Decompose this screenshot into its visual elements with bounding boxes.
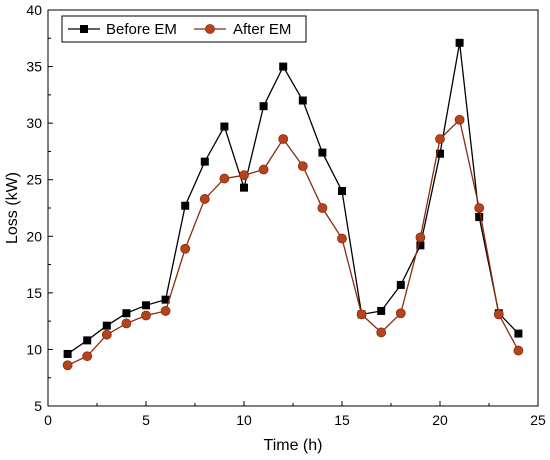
data-point-after-em [474,203,485,213]
y-axis-label: Loss (kW) [4,172,21,244]
data-point-before-em [318,148,327,157]
y-tick-label: 5 [34,398,42,414]
data-point-before-em [416,241,425,250]
x-tick-label: 25 [530,412,546,428]
data-point-after-em [337,233,347,244]
y-tick-label: 15 [26,285,42,301]
x-tick-label: 5 [142,412,150,428]
data-point-after-em [258,164,269,175]
y-tick-label: 10 [26,341,42,357]
data-point-before-em [240,183,248,192]
data-point-after-em [160,306,171,316]
data-point-before-em [220,122,229,131]
data-point-before-em [436,149,444,158]
x-axis-label: Time (h) [264,437,323,454]
data-point-before-em [279,62,288,71]
data-point-before-em [83,336,92,345]
data-point-before-em [102,321,111,330]
series-line-before-em [67,42,519,355]
data-point-after-em [317,203,328,213]
series-layer [62,38,524,371]
y-tick-label: 30 [26,115,42,131]
series-after-em [62,114,524,371]
data-point-after-em [239,170,249,181]
legend-box [61,15,307,43]
data-point-after-em [101,329,112,340]
data-point-after-em [454,114,465,125]
data-point-before-em [298,96,307,105]
data-point-before-em [142,301,150,310]
data-point-after-em [356,309,367,320]
plot-frame [47,9,539,407]
data-point-after-em [297,161,308,172]
data-point-after-em [219,173,230,184]
data-point-before-em [161,295,170,304]
legend-marker-after [205,24,215,34]
data-point-before-em [63,349,72,358]
data-point-after-em [141,310,151,321]
data-point-before-em [396,280,405,289]
data-point-before-em [475,213,484,222]
y-tick-label: 20 [26,228,42,244]
series-before-em [63,38,523,358]
data-point-before-em [200,157,209,166]
legend-marker-before [80,25,88,33]
data-point-after-em [513,345,524,356]
data-point-after-em [180,243,191,254]
x-tick-label: 0 [44,412,52,428]
y-tick-label: 40 [26,2,42,18]
data-point-before-em [181,201,190,210]
y-tick-label: 25 [26,172,42,188]
data-point-after-em [82,351,93,362]
legend: Before EM After EM [61,15,307,43]
data-point-after-em [493,309,504,320]
data-point-before-em [455,38,464,47]
legend-label-before: Before EM [106,21,177,38]
data-point-before-em [122,309,131,318]
y-tick-label: 35 [26,59,42,75]
data-point-after-em [395,308,406,319]
data-point-after-em [121,318,132,329]
data-point-after-em [278,134,289,144]
data-point-after-em [62,360,73,371]
data-point-after-em [199,194,210,204]
x-tick-label: 20 [432,412,448,428]
data-point-before-em [338,187,346,196]
data-point-after-em [435,134,445,144]
data-point-before-em [514,329,523,338]
series-line-after-em [67,118,519,366]
data-point-after-em [415,232,426,243]
data-point-after-em [376,327,387,338]
x-tick-label: 15 [334,412,350,428]
legend-label-after: After EM [233,21,291,38]
data-point-before-em [259,102,268,111]
x-tick-label: 10 [236,412,252,428]
data-point-before-em [377,306,386,315]
